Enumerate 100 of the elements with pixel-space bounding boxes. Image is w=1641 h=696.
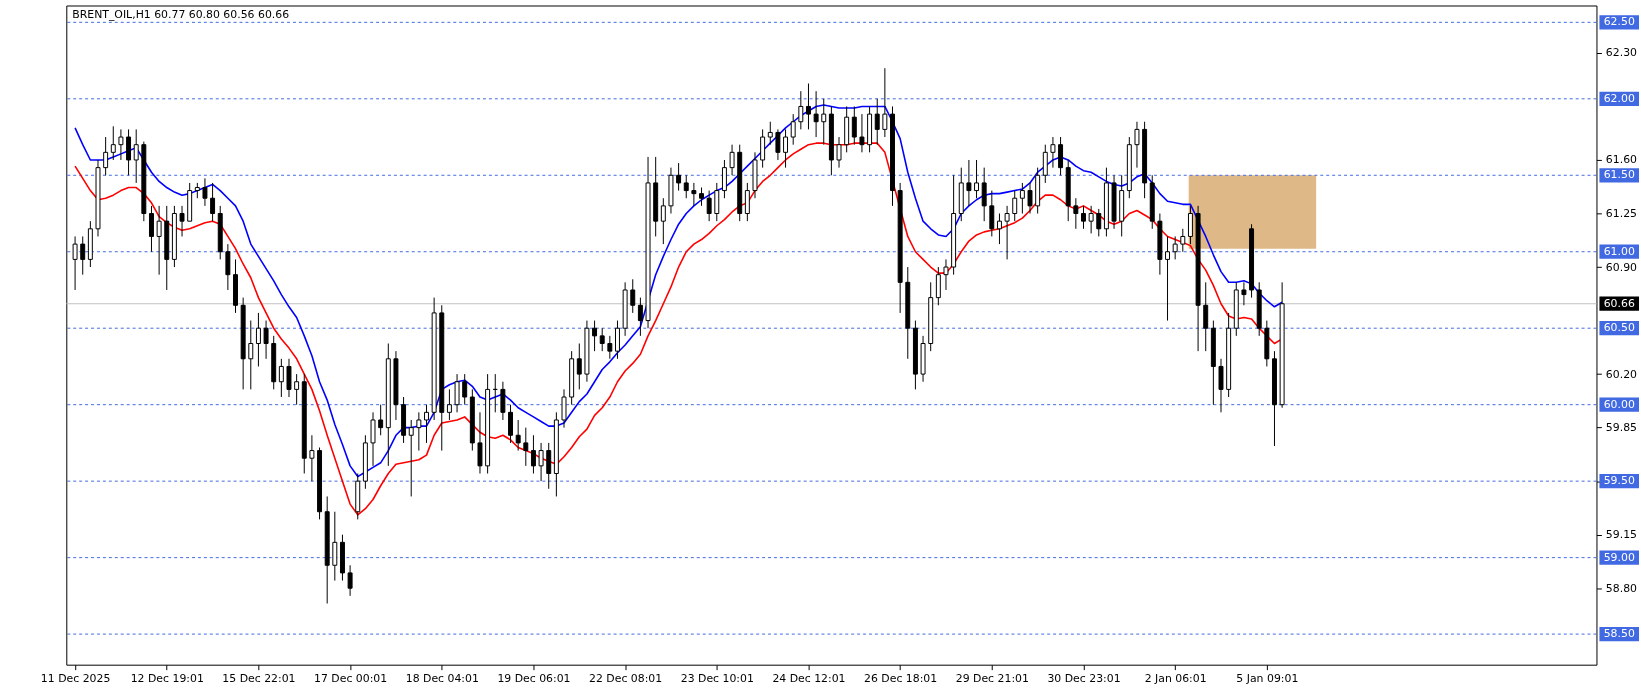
candlestick	[309, 434, 315, 482]
x-tick-label: 17 Dec 00:01	[314, 672, 388, 685]
candlestick	[530, 434, 536, 475]
candlestick	[118, 128, 124, 161]
candlestick	[424, 404, 429, 444]
candlestick	[699, 187, 704, 207]
x-tick-label: 19 Dec 06:01	[497, 672, 571, 685]
candlestick	[767, 121, 773, 146]
ref-line-label: 59.00	[1603, 550, 1635, 564]
candlestick	[1187, 205, 1193, 245]
candlestick	[798, 90, 804, 130]
candlestick	[706, 190, 712, 222]
candlestick	[615, 320, 620, 360]
candlestick	[202, 177, 208, 207]
x-tick-label: 15 Dec 22:01	[222, 672, 296, 685]
x-tick-label: 30 Dec 23:01	[1047, 672, 1121, 685]
candlestick	[1004, 205, 1010, 260]
candlestick	[454, 373, 460, 413]
candlestick	[1172, 235, 1178, 260]
candlestick	[630, 278, 636, 314]
ref-line-label: 58.50	[1603, 627, 1635, 641]
candlestick	[721, 159, 727, 199]
y-tick-label: 59.15	[1605, 528, 1637, 542]
x-tick-label: 24 Dec 12:01	[772, 672, 846, 685]
candlestick	[729, 144, 735, 176]
candlestick	[874, 98, 880, 146]
candlestick	[156, 205, 162, 276]
candlestick	[859, 113, 865, 153]
candlestick	[836, 136, 842, 169]
candlestick	[446, 388, 452, 421]
candlestick	[760, 128, 766, 169]
x-tick-label: 2 Jan 06:01	[1144, 672, 1207, 685]
candlestick	[805, 83, 811, 130]
candlestick	[660, 197, 666, 245]
candlestick	[683, 174, 689, 199]
candlestick	[508, 404, 514, 444]
candlestick	[561, 388, 567, 429]
candlestick	[744, 182, 750, 222]
candlestick	[1180, 228, 1186, 253]
candlestick	[347, 564, 353, 597]
candlestick	[996, 213, 1002, 245]
candlestick	[1050, 136, 1056, 169]
candlestick	[1203, 281, 1209, 352]
candlestick	[1073, 197, 1079, 230]
x-tick-label: 5 Jan 09:01	[1236, 672, 1299, 685]
y-tick-label: 60.20	[1605, 367, 1638, 381]
candlestick	[149, 205, 154, 253]
x-tick-label: 18 Dec 04:01	[405, 672, 479, 685]
ref-line-label: 62.00	[1603, 91, 1635, 105]
candlestick	[989, 190, 995, 237]
ref-line-label: 61.00	[1603, 244, 1635, 258]
candlestick	[408, 419, 414, 497]
candlestick	[500, 381, 506, 421]
candlestick	[72, 235, 78, 291]
candlestick	[1012, 190, 1018, 222]
candlestick	[546, 442, 552, 490]
candlestick	[515, 419, 521, 452]
candlestick	[1042, 144, 1048, 184]
candlestick	[286, 358, 292, 398]
x-tick-label: 29 Dec 21:01	[955, 672, 1029, 685]
candlestick	[691, 182, 697, 207]
ref-line-label: 61.50	[1603, 168, 1635, 182]
x-tick-label: 12 Dec 19:01	[130, 672, 204, 685]
ref-line-label: 60.50	[1603, 321, 1635, 335]
candlestick	[462, 373, 468, 406]
candlestick	[80, 235, 86, 276]
candlestick	[1096, 208, 1102, 237]
candlestick	[790, 113, 796, 146]
candlestick	[637, 297, 643, 337]
candlestick	[974, 159, 980, 199]
candlestick	[1241, 281, 1247, 306]
x-tick-label: 11 Dec 2025	[40, 672, 111, 685]
candlestick	[278, 358, 284, 398]
candlestick	[477, 411, 483, 475]
candlestick	[110, 125, 116, 161]
candlestick	[225, 243, 231, 291]
candlestick	[966, 159, 972, 207]
candlestick	[179, 205, 185, 237]
candlestick	[263, 320, 269, 360]
candlestick	[851, 105, 857, 146]
candlestick	[1019, 182, 1025, 215]
candlestick	[943, 258, 949, 291]
candlestick	[133, 128, 139, 184]
candlestick	[210, 182, 216, 222]
candlestick	[378, 404, 384, 436]
ref-line-label: 59.50	[1603, 474, 1635, 488]
ref-line-label: 60.66	[1603, 296, 1635, 310]
y-tick-label: 61.60	[1605, 153, 1638, 167]
candlestick	[676, 162, 682, 192]
x-tick-label: 22 Dec 08:01	[589, 672, 663, 685]
candlestick	[103, 136, 109, 176]
candlestick	[821, 98, 827, 146]
candlestick	[1081, 205, 1086, 230]
candlestick	[1165, 235, 1170, 322]
candlestick	[775, 128, 781, 161]
ref-line-label: 60.00	[1603, 397, 1635, 411]
candlestick	[714, 182, 720, 222]
candlestick	[599, 327, 605, 352]
y-tick-label: 60.90	[1605, 260, 1638, 274]
candlestick	[607, 335, 613, 360]
